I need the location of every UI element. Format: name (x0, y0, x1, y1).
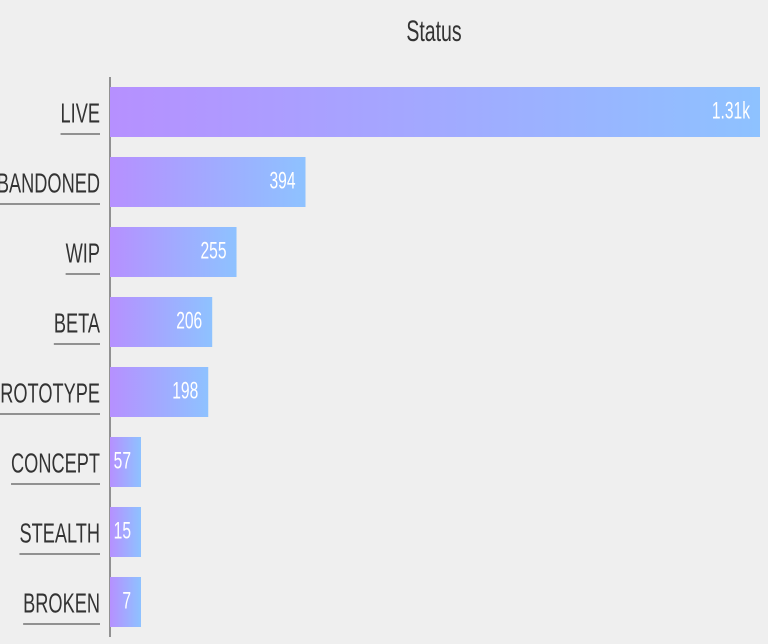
bar (110, 157, 306, 207)
category-label[interactable]: BETA (54, 309, 100, 340)
category-label[interactable]: BROKEN (23, 589, 100, 620)
category-label[interactable]: PROTOTYPE (0, 379, 100, 410)
bar (110, 577, 141, 627)
category-label-group: BETA (54, 309, 100, 340)
value-label-group: 255 (201, 238, 227, 264)
value-label-group: 57 (114, 448, 131, 474)
bar (110, 227, 237, 277)
value-label: 57 (114, 448, 131, 474)
value-label: 394 (269, 168, 295, 194)
chart-title: Status (406, 15, 461, 48)
bar (110, 507, 141, 557)
bar (110, 297, 213, 347)
value-label-group: 198 (172, 378, 198, 404)
category-label-group: STEALTH (19, 519, 100, 550)
value-label-group: 15 (114, 518, 131, 544)
value-label: 198 (172, 378, 198, 404)
value-label: 1.31k (712, 98, 751, 124)
category-label[interactable]: LIVE (61, 99, 100, 130)
category-label[interactable]: ABANDONED (0, 169, 100, 200)
category-label-group: LIVE (61, 99, 100, 130)
value-label: 7 (122, 588, 131, 614)
category-label-group: CONCEPT (11, 449, 100, 480)
value-label-group: 206 (176, 308, 202, 334)
bar (110, 437, 141, 487)
value-label-group: 394 (269, 168, 295, 194)
category-label[interactable]: WIP (66, 239, 100, 270)
category-label[interactable]: CONCEPT (11, 449, 100, 480)
value-label: 15 (114, 518, 131, 544)
bar (110, 87, 760, 137)
bar (110, 367, 209, 417)
category-label-group: WIP (66, 239, 100, 270)
value-label-group: 7 (122, 588, 131, 614)
category-label-group: BROKEN (23, 589, 100, 620)
value-label: 206 (176, 308, 202, 334)
category-label[interactable]: STEALTH (19, 519, 100, 550)
category-label-group: ABANDONED (0, 169, 100, 200)
value-label-group: 1.31k (712, 98, 751, 124)
value-label: 255 (201, 238, 227, 264)
category-label-group: PROTOTYPE (0, 379, 100, 410)
